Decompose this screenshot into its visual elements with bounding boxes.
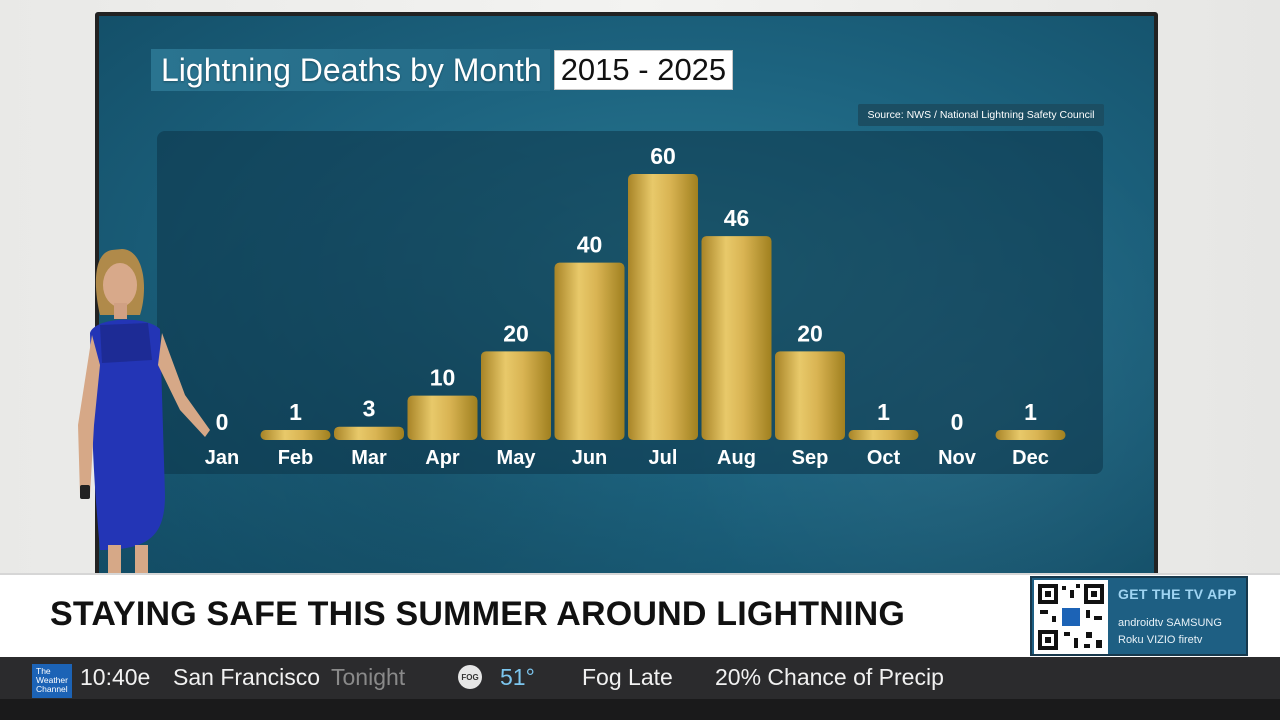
value-label-dec: 1: [1024, 399, 1037, 425]
category-label-feb: Feb: [278, 447, 314, 469]
chart-title-block: Lightning Deaths by Month 2015 - 2025: [151, 49, 734, 91]
bar-feb: [260, 430, 331, 440]
ticker-time: 10:40e: [80, 664, 151, 690]
category-label-mar: Mar: [351, 447, 387, 469]
value-label-oct: 1: [877, 399, 890, 425]
value-label-jul: 60: [650, 143, 676, 169]
bar-sep: [775, 351, 845, 440]
bar-apr: [407, 395, 478, 440]
category-label-dec: Dec: [1012, 447, 1049, 469]
bar-dec: [995, 430, 1066, 440]
chart-title: Lightning Deaths by Month: [151, 49, 550, 91]
category-label-jul: Jul: [649, 447, 678, 469]
value-label-mar: 3: [363, 396, 376, 422]
tv-app-promo: GET THE TV APP androidtv SAMSUNG Roku VI…: [1030, 576, 1248, 656]
platforms-line-1: androidtv SAMSUNG: [1118, 617, 1222, 629]
value-label-jan: 0: [216, 409, 229, 435]
presenter-figure: [78, 249, 210, 575]
value-label-nov: 0: [951, 409, 964, 435]
qr-code-icon: [1034, 580, 1108, 654]
bar-aug: [701, 236, 772, 440]
category-label-apr: Apr: [425, 447, 460, 469]
category-label-may: May: [497, 447, 537, 469]
category-label-aug: Aug: [717, 447, 756, 469]
category-label-nov: Nov: [938, 447, 977, 469]
ticker-condition: Fog Late: [582, 664, 673, 690]
ticker-temperature: 51°: [500, 664, 535, 690]
category-label-jun: Jun: [572, 447, 608, 469]
category-label-jan: Jan: [205, 447, 239, 469]
source-label: Source: NWS / National Lightning Safety …: [858, 104, 1104, 126]
ticker-period: Tonight: [331, 664, 406, 690]
lower-third: STAYING SAFE THIS SUMMER AROUND LIGHTNIN…: [0, 573, 1280, 657]
headline: STAYING SAFE THIS SUMMER AROUND LIGHTNIN…: [50, 595, 906, 633]
platforms-line-2: Roku VIZIO firetv: [1118, 634, 1203, 646]
bar-jun: [554, 262, 625, 440]
value-label-may: 20: [503, 320, 529, 346]
bar-mar: [334, 426, 404, 440]
bar-oct: [848, 430, 919, 440]
app-promo-title: GET THE TV APP: [1118, 586, 1237, 602]
bar-jul: [628, 174, 698, 440]
bars-group: 0Jan1Feb3Mar10Apr20May40Jun60Jul46Aug20S…: [205, 143, 1066, 469]
ticker-bottom-strip: [0, 699, 1280, 720]
category-label-sep: Sep: [792, 447, 829, 469]
value-label-jun: 40: [577, 232, 603, 258]
value-label-feb: 1: [289, 399, 302, 425]
app-platforms: androidtv SAMSUNG Roku VIZIO firetv: [1118, 615, 1244, 649]
ticker-city: San Francisco: [173, 664, 321, 690]
ticker-precip: 20% Chance of Precip: [715, 664, 944, 690]
value-label-apr: 10: [430, 365, 456, 391]
bar-may: [481, 351, 551, 440]
category-label-oct: Oct: [867, 447, 901, 469]
ticker-bar: [0, 657, 1280, 699]
value-label-aug: 46: [724, 205, 750, 231]
value-label-sep: 20: [797, 320, 823, 346]
chart-title-years: 2015 - 2025: [553, 50, 734, 90]
studio-screen: Lightning Deaths by Month 2015 - 2025 So…: [95, 12, 1158, 582]
bar-chart: 0Jan1Feb3Mar10Apr20May40Jun60Jul46Aug20S…: [205, 143, 1066, 469]
weather-channel-logo: The Weather Channel: [32, 664, 72, 698]
fog-icon: FOG: [458, 665, 482, 689]
